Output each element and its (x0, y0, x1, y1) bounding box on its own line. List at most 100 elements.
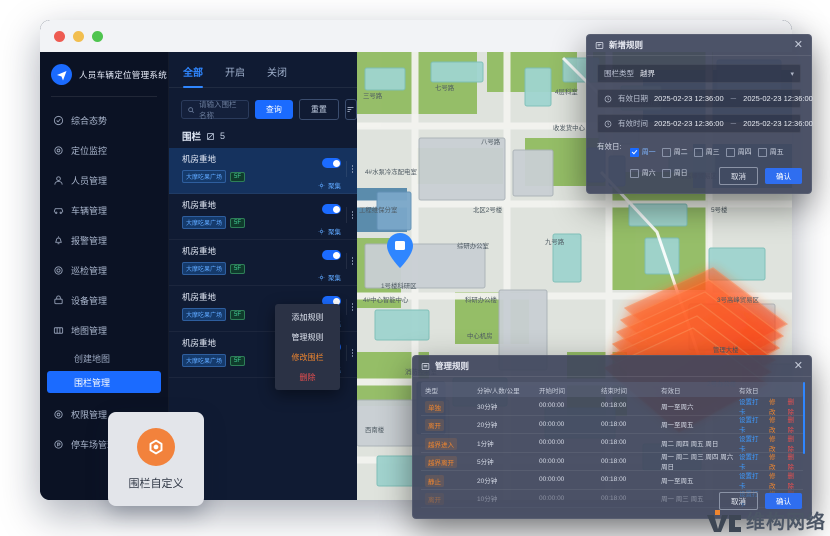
sidebar-item-alarm[interactable]: 报警管理 (40, 225, 168, 255)
dashboard-icon (53, 115, 64, 126)
checkbox-friday[interactable]: 周五 (757, 147, 784, 157)
checkbox-tuesday[interactable]: 周二 (661, 147, 688, 157)
filter-icon[interactable] (344, 99, 357, 120)
table-row[interactable]: 单独 30分钟 00:00:00 00:18:00 周一至周六 设置打卡 修改 … (421, 397, 803, 416)
sidebar-subitem-create-map[interactable]: 创建地图 (40, 345, 168, 371)
checkbox-thursday[interactable]: 周四 (725, 147, 752, 157)
fence-more-button[interactable] (345, 207, 353, 223)
delete-link[interactable]: 删除 (787, 435, 795, 453)
rule-end-time: 00:18:00 (601, 420, 627, 428)
fence-toggle[interactable] (322, 204, 341, 214)
edit-link[interactable]: 修改 (769, 417, 776, 435)
set-checkin-link[interactable]: 设置打卡 (739, 491, 759, 509)
table-row[interactable]: 离开 20分钟 00:00:00 00:18:00 周一至周五 设置打卡 修改 … (421, 416, 803, 435)
delete-link[interactable]: 删除 (787, 454, 795, 472)
edit-link[interactable]: 修改 (769, 435, 776, 453)
delete-link[interactable]: 删除 (787, 417, 795, 435)
fence-custom-card[interactable]: 围栏自定义 (108, 412, 204, 506)
list-item[interactable]: 机房重地 大摩吃果广场 5F 聚集 (169, 194, 357, 240)
rule-amount: 1分钟 (477, 440, 494, 448)
table-scrollbar[interactable] (803, 382, 805, 454)
new-rule-dialog: 新增规则 ✕ 围栏类型 越界 ▾ 有效日期 2025-02-23 12:36:0… (586, 34, 813, 194)
context-menu-delete[interactable]: 删除 (299, 372, 316, 382)
floor-tag: 5F (230, 309, 246, 320)
sidebar-item-permission[interactable]: 权限管理 (40, 399, 168, 429)
sidebar-item-dashboard[interactable]: 综合态势 (40, 105, 168, 135)
window-close-button[interactable] (54, 30, 65, 42)
fence-toggle[interactable] (322, 158, 341, 168)
delete-link[interactable]: 删除 (787, 472, 795, 490)
query-button[interactable]: 查询 (254, 100, 293, 119)
fence-type-select[interactable]: 围栏类型 越界 ▾ (597, 64, 801, 83)
floor-tag: 5F (230, 355, 246, 366)
close-icon[interactable]: ✕ (793, 359, 803, 372)
search-icon (188, 106, 194, 113)
tab-enabled[interactable]: 开启 (225, 68, 245, 79)
checkbox-sunday[interactable]: 周日 (661, 168, 688, 178)
sidebar-item-monitor[interactable]: 定位监控 (40, 135, 168, 165)
valid-date-range[interactable]: 有效日期 2025-02-23 12:36:00 － 2025-02-23 12… (597, 89, 813, 108)
reset-button[interactable]: 重置 (298, 99, 339, 120)
valid-time-label: 有效时间 (618, 119, 648, 128)
rule-valid-days: 周一 周二 周三 周四 周六 周日 (661, 454, 734, 472)
fence-gather-action[interactable]: 聚集 (318, 180, 341, 190)
floor-tag: 5F (230, 171, 246, 182)
close-icon[interactable]: ✕ (793, 38, 803, 51)
sidebar-item-map[interactable]: 地图管理 (40, 315, 168, 345)
svg-text:5号楼: 5号楼 (711, 205, 728, 214)
rule-end-time: 00:18:00 (601, 476, 627, 484)
list-count: 5 (220, 131, 226, 141)
list-item[interactable]: 机房重地 大摩吃果广场 5F 聚集 (169, 240, 357, 286)
set-checkin-link[interactable]: 设置打卡 (739, 454, 759, 472)
fence-title: 机房重地 (182, 154, 217, 164)
cancel-button[interactable]: 取消 (719, 492, 758, 510)
checkbox-saturday[interactable]: 周六 (629, 168, 656, 178)
fence-toggle[interactable] (322, 250, 341, 260)
checkbox-wednesday[interactable]: 周三 (693, 147, 720, 157)
set-checkin-link[interactable]: 设置打卡 (739, 435, 759, 453)
sidebar-item-personnel[interactable]: 人员管理 (40, 165, 168, 195)
table-row[interactable]: 越界进入 1分钟 00:00:00 00:18:00 周二 周四 周五 周日 设… (421, 434, 803, 453)
fence-more-button[interactable] (345, 161, 353, 177)
search-input[interactable]: 请输入围栏名称 (181, 100, 249, 120)
sidebar-item-inspection[interactable]: 巡检管理 (40, 255, 168, 285)
edit-link[interactable]: 修改 (769, 472, 776, 490)
fence-title: 机房重地 (182, 246, 217, 256)
context-menu-manage-rule[interactable]: 管理规则 (291, 332, 324, 342)
list-item[interactable]: 机房重地 大摩吃果广场 5F 聚集 (169, 148, 357, 194)
set-checkin-link[interactable]: 设置打卡 (739, 398, 759, 416)
tab-disabled[interactable]: 关闭 (267, 68, 287, 79)
confirm-button[interactable]: 确认 (765, 168, 802, 184)
table-row[interactable]: 静止 20分钟 00:00:00 00:18:00 周一至周五 设置打卡 修改 … (421, 471, 803, 490)
fence-gather-action[interactable]: 聚集 (318, 226, 341, 236)
checkbox-monday[interactable]: 周一 (629, 147, 656, 157)
context-menu-add-rule[interactable]: 添加规则 (291, 312, 324, 322)
sidebar-item-label: 停车场管理 (71, 439, 117, 450)
fence-more-button[interactable] (345, 299, 353, 315)
sidebar-item-device[interactable]: 设备管理 (40, 285, 168, 315)
set-checkin-link[interactable]: 设置打卡 (739, 417, 759, 435)
fence-more-button[interactable] (345, 253, 353, 269)
delete-link[interactable]: 删除 (787, 398, 795, 416)
confirm-button[interactable]: 确认 (765, 493, 802, 509)
edit-link[interactable]: 修改 (769, 398, 776, 416)
edit-link[interactable]: 修改 (769, 454, 776, 472)
fence-toggle[interactable] (322, 296, 341, 306)
set-checkin-link[interactable]: 设置打卡 (739, 472, 759, 490)
table-row[interactable]: 越界离开 5分钟 00:00:00 00:18:00 周一 周二 周三 周四 周… (421, 453, 803, 472)
valid-days-label: 有效日: (597, 142, 622, 151)
sidebar-subitem-fence-management[interactable]: 围栏管理 (47, 371, 161, 393)
cancel-button[interactable]: 取消 (719, 167, 758, 185)
window-maximize-button[interactable] (92, 30, 103, 42)
fence-gather-action[interactable]: 聚集 (318, 272, 341, 282)
sidebar-item-parking[interactable]: 停车场管理 (40, 429, 168, 459)
window-minimize-button[interactable] (73, 30, 84, 42)
sidebar-item-vehicle[interactable]: 车辆管理 (40, 195, 168, 225)
valid-time-range[interactable]: 有效时间 2025-02-23 12:36:00 － 2025-02-23 12… (597, 114, 813, 133)
chevron-down-icon: ▾ (790, 70, 794, 78)
valid-days-row-1: 周一 周二 周三 周四 周五 (629, 147, 784, 157)
tab-all[interactable]: 全部 (183, 64, 203, 88)
checkbox-label: 周一 (641, 149, 656, 156)
context-menu-edit-fence[interactable]: 修改围栏 (291, 352, 324, 362)
fence-more-button[interactable] (345, 345, 353, 361)
